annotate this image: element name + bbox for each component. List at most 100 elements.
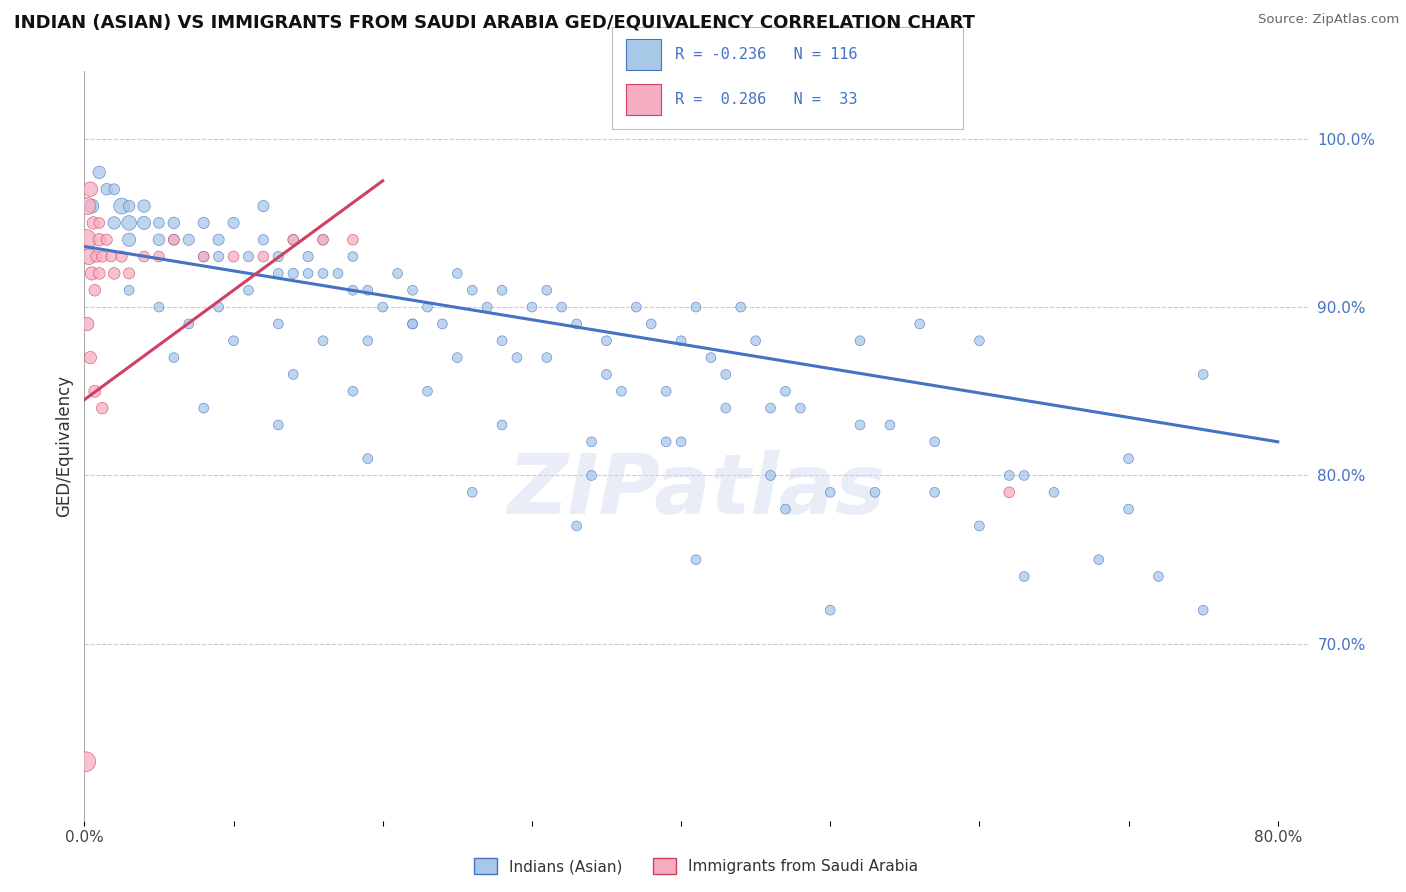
Point <box>1147 569 1170 583</box>
Point <box>416 300 439 314</box>
Point <box>818 485 841 500</box>
Point <box>89 216 111 230</box>
Point <box>76 317 98 331</box>
Legend: Indians (Asian), Immigrants from Saudi Arabia: Indians (Asian), Immigrants from Saudi A… <box>468 852 924 880</box>
Point <box>103 182 125 196</box>
Point <box>193 250 215 264</box>
Point <box>82 216 104 230</box>
Point <box>83 384 105 399</box>
Point <box>118 283 141 297</box>
Point <box>132 216 155 230</box>
Text: INDIAN (ASIAN) VS IMMIGRANTS FROM SAUDI ARABIA GED/EQUIVALENCY CORRELATION CHART: INDIAN (ASIAN) VS IMMIGRANTS FROM SAUDI … <box>14 13 974 31</box>
Point <box>461 283 484 297</box>
Point <box>267 317 290 331</box>
Point <box>177 233 200 247</box>
Point <box>818 603 841 617</box>
Point <box>89 233 111 247</box>
Point <box>79 182 101 196</box>
Point <box>342 283 364 297</box>
Text: R = -0.236   N = 116: R = -0.236 N = 116 <box>675 47 858 62</box>
Point <box>89 267 111 281</box>
Point <box>342 233 364 247</box>
Point <box>283 267 305 281</box>
Point <box>96 182 118 196</box>
Point <box>759 468 782 483</box>
Point <box>342 250 364 264</box>
Point <box>551 300 574 314</box>
Point <box>118 267 141 281</box>
Point <box>77 250 100 264</box>
Point <box>267 250 290 264</box>
Point <box>222 334 245 348</box>
Point <box>163 351 186 365</box>
Point <box>148 250 170 264</box>
Point <box>75 755 97 769</box>
Point <box>103 267 125 281</box>
Point <box>297 267 319 281</box>
Point <box>357 451 380 466</box>
Point <box>581 468 603 483</box>
Point <box>863 485 886 500</box>
Point <box>163 216 186 230</box>
Point <box>89 165 111 179</box>
Point <box>148 233 170 247</box>
Point <box>207 300 229 314</box>
Point <box>536 351 558 365</box>
Point <box>283 368 305 382</box>
Point <box>924 434 946 449</box>
Point <box>432 317 454 331</box>
Point <box>669 434 692 449</box>
Point <box>775 502 797 516</box>
Point <box>222 216 245 230</box>
Point <box>626 300 648 314</box>
Point <box>506 351 529 365</box>
Point <box>252 199 274 213</box>
Point <box>685 552 707 566</box>
Point <box>1012 468 1035 483</box>
Point <box>312 233 335 247</box>
Point <box>998 485 1021 500</box>
Point <box>655 384 678 399</box>
Point <box>79 351 101 365</box>
Point <box>1012 569 1035 583</box>
Text: Source: ZipAtlas.com: Source: ZipAtlas.com <box>1258 13 1399 27</box>
Point <box>581 434 603 449</box>
Point <box>193 250 215 264</box>
Point <box>759 401 782 416</box>
Point <box>491 283 513 297</box>
Point <box>193 401 215 416</box>
Point <box>132 199 155 213</box>
Point <box>111 250 134 264</box>
Point <box>595 334 617 348</box>
Point <box>401 317 423 331</box>
Point <box>312 233 335 247</box>
Point <box>83 283 105 297</box>
Point <box>1192 368 1215 382</box>
Point <box>669 334 692 348</box>
Point <box>491 334 513 348</box>
Point <box>238 283 260 297</box>
Point <box>849 334 872 348</box>
Point <box>908 317 931 331</box>
Point <box>91 250 114 264</box>
Point <box>744 334 766 348</box>
Point <box>283 233 305 247</box>
Y-axis label: GED/Equivalency: GED/Equivalency <box>55 375 73 517</box>
Point <box>655 434 678 449</box>
Point <box>416 384 439 399</box>
Point <box>118 216 141 230</box>
Point <box>111 199 134 213</box>
Point <box>969 334 991 348</box>
Point <box>96 233 118 247</box>
Point <box>475 300 498 314</box>
Point <box>969 519 991 533</box>
Point <box>148 216 170 230</box>
Point <box>714 368 737 382</box>
Point <box>118 233 141 247</box>
Point <box>342 384 364 399</box>
Point <box>193 216 215 230</box>
Point <box>84 250 107 264</box>
Point <box>312 267 335 281</box>
Point <box>297 250 319 264</box>
Point <box>267 267 290 281</box>
